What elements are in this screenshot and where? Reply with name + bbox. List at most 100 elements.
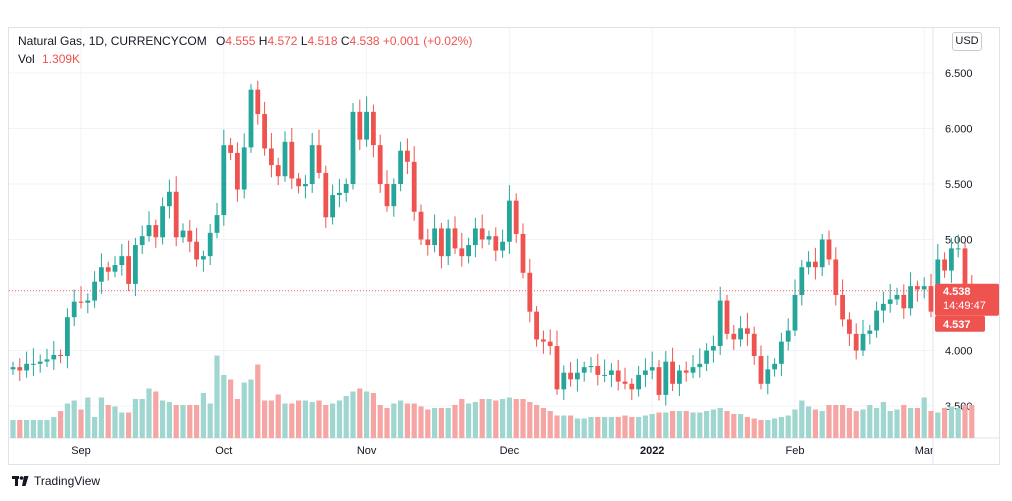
candle-body [214, 215, 220, 233]
candle-body [309, 145, 315, 184]
price-axis-label: 6.000 [945, 124, 973, 136]
candle-body [105, 267, 111, 272]
volume-bar [758, 420, 764, 438]
candle-body [126, 256, 131, 284]
volume-bar [765, 420, 771, 438]
volume-bar [391, 403, 397, 438]
high-value: 4.572 [267, 34, 298, 48]
volume-bar [581, 418, 587, 438]
candle-body [547, 341, 553, 347]
volume-bar [418, 406, 424, 438]
candle-body [554, 346, 560, 390]
candle-body [364, 111, 369, 140]
volume-bar [438, 408, 444, 438]
candle-body [615, 370, 621, 382]
candle-body [643, 370, 648, 375]
symbol-legend: Natural Gas, 1D, CURRENCYCOM O4.555 H4.5… [18, 34, 472, 48]
price-tag-value: 4.538 [943, 286, 971, 298]
volume-bar [384, 408, 390, 438]
volume-bar [676, 411, 682, 438]
volume-bar [336, 400, 342, 438]
candle-body [405, 150, 410, 162]
candle-body [507, 200, 512, 242]
candle-body [31, 363, 36, 365]
candle-body [609, 370, 614, 375]
volume-bar [64, 403, 70, 438]
volume-bar [323, 405, 329, 438]
volume-bar [296, 400, 302, 438]
close-value: 4.538 [349, 34, 380, 48]
volume-bar [275, 394, 281, 438]
volume-bar [928, 411, 934, 438]
volume-bar [772, 418, 778, 438]
candle-body [915, 286, 920, 290]
candle-body [133, 245, 138, 284]
candle-body [738, 328, 743, 340]
candle-body [799, 267, 805, 295]
volume-bar [37, 420, 43, 438]
price-axis-label: 6.500 [945, 68, 973, 80]
volume-value: 1.309K [42, 52, 81, 66]
candle-body [221, 145, 227, 216]
volume-bar [194, 405, 200, 438]
candle-body [779, 341, 784, 364]
volume-bar [527, 402, 533, 438]
candle-body [588, 366, 594, 368]
volume-bar [187, 405, 193, 438]
volume-bar [812, 409, 818, 438]
candle-body [235, 152, 240, 190]
volume-bar [629, 417, 635, 438]
volume-bar [486, 399, 492, 438]
candle-body [439, 228, 444, 257]
volume-bar [751, 418, 757, 438]
volume-bar [724, 411, 730, 438]
candle-body [772, 363, 777, 370]
volume-bar [268, 400, 274, 438]
low-value: 4.518 [307, 34, 338, 48]
candle-body [459, 248, 465, 257]
volume-bar [105, 405, 111, 438]
tradingview-label: TradingView [34, 474, 101, 488]
candle-body [955, 248, 961, 250]
tradingview-branding[interactable]: TradingView [12, 474, 100, 488]
price-tag-countdown: 14:49:47 [943, 300, 986, 312]
volume-bar [935, 412, 941, 438]
candle-body [813, 261, 818, 268]
volume-bar [200, 393, 206, 438]
second-price-tag-background [935, 315, 985, 332]
candle-body [785, 330, 791, 342]
candle-body [119, 256, 125, 266]
volume-bar [282, 403, 288, 438]
volume-bar [98, 397, 104, 438]
candle-body [663, 361, 669, 395]
tradingview-logo-icon [12, 476, 29, 486]
candle-body [792, 295, 798, 331]
candle-body [758, 356, 764, 384]
candle-body [867, 330, 873, 334]
volume-bar [874, 408, 880, 438]
candle-body [962, 248, 968, 284]
candle-body [894, 295, 900, 300]
volume-bar [44, 420, 50, 438]
symbol-name: Natural Gas, 1D, CURRENCYCOM [18, 34, 207, 48]
change-value: +0.001 (+0.02%) [382, 34, 473, 48]
candle-body [853, 333, 859, 351]
volume-bar [588, 417, 594, 438]
volume-bar [962, 405, 968, 438]
currency-button[interactable]: USD [952, 32, 982, 51]
volume-bar [10, 420, 16, 438]
volume-bar [452, 405, 458, 438]
candle-body [160, 206, 165, 238]
volume-bar [534, 405, 540, 438]
volume-label: Vol [18, 52, 35, 66]
volume-bar [262, 400, 268, 438]
candle-body [629, 383, 635, 390]
candle-body [384, 184, 390, 207]
candle-body [690, 367, 696, 373]
chart-plot[interactable]: 6.5006.0005.5005.0004.5004.0003.500SepOc… [9, 28, 999, 464]
candle-body [520, 233, 526, 273]
volume-bar [914, 408, 920, 438]
high-label: H [258, 34, 268, 48]
volume-bar [126, 412, 132, 438]
candle-body [51, 354, 57, 360]
